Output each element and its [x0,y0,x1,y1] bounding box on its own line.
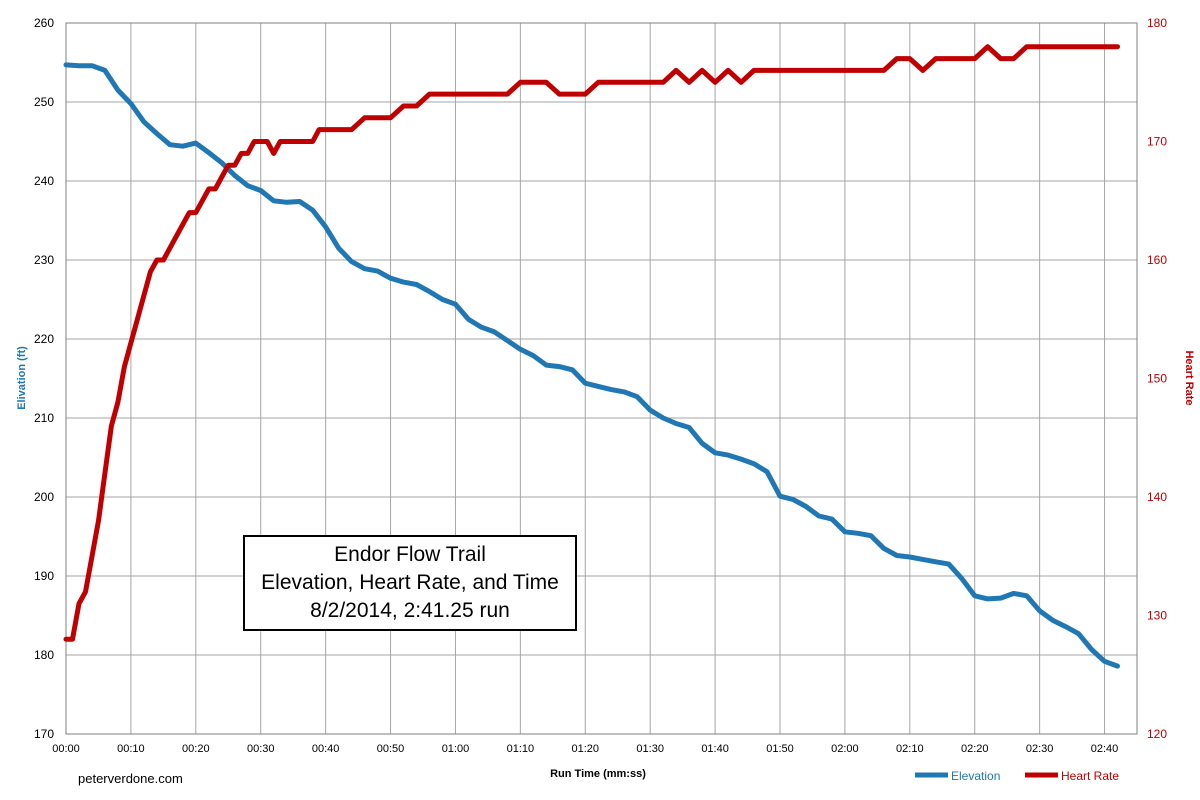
right-tick-label: 160 [1147,253,1167,267]
right-tick-label: 150 [1147,372,1167,386]
x-tick-label: 02:20 [961,743,989,755]
right-tick-label: 120 [1147,727,1167,741]
left-tick-label: 190 [34,569,54,583]
x-tick-label: 01:10 [507,743,535,755]
x-tick-label: 01:30 [636,743,664,755]
series-line-heart-rate [63,44,1120,642]
left-tick-label: 260 [34,16,54,30]
left-tick-label: 170 [34,727,54,741]
legend: Elevation Heart Rate [915,769,1119,783]
x-tick-label: 01:50 [766,743,794,755]
x-tick-label: 02:00 [831,743,859,755]
chart-title-line-3: 8/2/2014, 2:41.25 run [310,599,510,622]
left-tick-label: 220 [34,332,54,346]
right-tick-label: 140 [1147,490,1167,504]
legend-label-heart-rate: Heart Rate [1061,769,1119,783]
left-tick-label: 250 [34,95,54,109]
x-tick-label: 00:40 [312,743,340,755]
x-tick-label: 02:10 [896,743,924,755]
right-tick-label: 130 [1147,609,1167,623]
right-tick-label: 170 [1147,135,1167,149]
x-tick-label: 01:40 [701,743,729,755]
x-tick-label: 00:20 [182,743,210,755]
chart-title-line-1: Endor Flow Trail [334,543,486,566]
x-tick-label: 00:30 [247,743,275,755]
chart-title-box: Endor Flow Trail Elevation, Heart Rate, … [243,535,577,631]
x-tick-label: 01:00 [442,743,470,755]
x-tick-label: 00:00 [52,743,80,755]
left-tick-label: 200 [34,490,54,504]
right-tick-label: 180 [1147,16,1167,30]
right-axis-ticks: 120 130 140 150 160 170 180 [1147,16,1167,741]
gridlines [65,22,1137,735]
x-tick-label: 01:20 [572,743,600,755]
left-axis-title: Elivation (ft) [16,346,28,410]
chart-title-line-2: Elevation, Heart Rate, and Time [261,571,559,594]
legend-label-elevation: Elevation [951,769,1000,783]
plot-border [65,22,1138,735]
series-line-elevation [63,62,1120,669]
x-axis-ticks: 00:00 00:10 00:20 00:30 00:40 00:50 01:00 01:10… [52,743,1118,755]
left-tick-label: 240 [34,174,54,188]
left-tick-label: 230 [34,253,54,267]
series-lines [63,44,1120,669]
x-tick-label: 00:10 [117,743,145,755]
left-axis-ticks: 170 180 190 200 210 220 230 240 250 260 [34,16,54,741]
watermark-text: peterverdone.com [78,771,183,786]
x-tick-label: 00:50 [377,743,405,755]
x-tick-label: 02:40 [1091,743,1119,755]
x-axis-title: Run Time (mm:ss) [550,768,646,780]
left-tick-label: 180 [34,648,54,662]
right-axis-title: Heart Rate [1183,350,1195,405]
x-tick-label: 02:30 [1026,743,1054,755]
left-tick-label: 210 [34,411,54,425]
